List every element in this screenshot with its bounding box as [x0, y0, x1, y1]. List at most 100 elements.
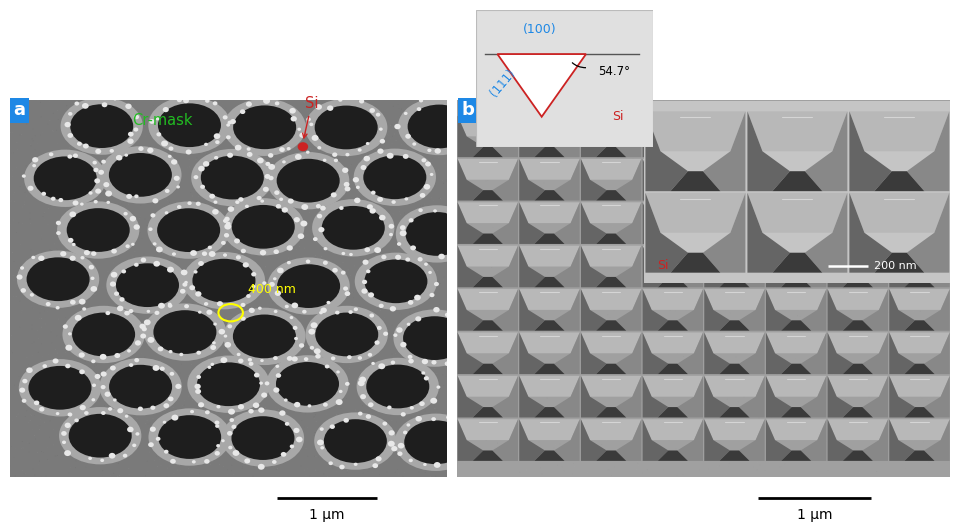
- Point: [344, 305, 359, 313]
- Point: [700, 149, 716, 157]
- Point: [363, 336, 378, 344]
- Point: [833, 158, 849, 166]
- Point: [815, 401, 831, 410]
- Point: [545, 332, 560, 341]
- Point: [733, 454, 748, 462]
- Point: [255, 169, 270, 178]
- Point: [266, 442, 282, 450]
- Point: [670, 350, 685, 358]
- Point: [741, 320, 756, 329]
- Point: [214, 271, 229, 279]
- Point: [177, 332, 193, 340]
- Circle shape: [111, 249, 117, 254]
- Point: [536, 315, 552, 324]
- Point: [92, 391, 107, 399]
- Point: [140, 387, 155, 396]
- Point: [396, 472, 411, 481]
- Point: [800, 130, 815, 139]
- Point: [202, 115, 217, 123]
- Point: [709, 244, 724, 253]
- Point: [891, 116, 906, 125]
- Point: [170, 210, 185, 218]
- Point: [164, 315, 179, 323]
- Point: [752, 461, 767, 469]
- Point: [513, 117, 528, 126]
- Point: [222, 160, 238, 169]
- Point: [170, 343, 185, 351]
- Point: [30, 378, 45, 386]
- Point: [139, 359, 154, 368]
- Point: [453, 393, 468, 401]
- Point: [43, 175, 58, 183]
- Circle shape: [30, 293, 34, 297]
- Point: [361, 168, 376, 176]
- Polygon shape: [581, 376, 641, 397]
- Point: [201, 354, 217, 362]
- Point: [523, 318, 538, 326]
- Point: [193, 112, 208, 120]
- Circle shape: [299, 343, 305, 348]
- Point: [943, 424, 958, 433]
- Point: [232, 393, 247, 401]
- Point: [417, 413, 432, 422]
- Point: [492, 271, 508, 280]
- Polygon shape: [924, 332, 949, 374]
- Point: [312, 259, 328, 267]
- Point: [678, 300, 694, 309]
- Point: [552, 400, 567, 408]
- Point: [576, 310, 591, 318]
- Point: [367, 457, 382, 466]
- Point: [51, 395, 66, 403]
- Point: [54, 189, 69, 197]
- Point: [792, 258, 808, 267]
- Point: [859, 402, 875, 410]
- Point: [744, 444, 760, 453]
- Point: [742, 217, 758, 226]
- Point: [716, 269, 731, 277]
- Circle shape: [209, 194, 215, 199]
- Point: [904, 121, 920, 129]
- Point: [133, 201, 148, 209]
- Point: [352, 350, 367, 358]
- Point: [63, 357, 79, 366]
- Point: [519, 403, 535, 412]
- Point: [872, 317, 887, 325]
- Point: [270, 143, 285, 151]
- Point: [770, 150, 786, 159]
- Point: [243, 200, 259, 209]
- Circle shape: [299, 133, 306, 138]
- Point: [74, 377, 89, 386]
- Point: [512, 230, 527, 238]
- Point: [621, 237, 636, 246]
- Point: [340, 265, 355, 274]
- Point: [812, 366, 828, 375]
- Point: [49, 126, 64, 134]
- Point: [456, 127, 471, 135]
- Circle shape: [259, 408, 264, 413]
- Circle shape: [354, 463, 357, 466]
- Point: [921, 372, 936, 380]
- Point: [46, 425, 61, 434]
- Point: [405, 335, 421, 344]
- Point: [81, 296, 97, 304]
- Point: [926, 392, 942, 401]
- Point: [239, 422, 254, 430]
- Point: [592, 145, 607, 154]
- Point: [339, 328, 354, 336]
- Point: [343, 447, 358, 456]
- Point: [238, 111, 253, 119]
- Circle shape: [298, 142, 308, 151]
- Circle shape: [403, 431, 407, 434]
- Circle shape: [176, 185, 180, 189]
- Point: [114, 379, 129, 388]
- Point: [118, 101, 133, 109]
- Point: [119, 128, 134, 137]
- Point: [219, 116, 235, 124]
- Point: [487, 301, 502, 309]
- Point: [172, 349, 188, 357]
- Point: [828, 336, 843, 344]
- Point: [740, 201, 755, 210]
- Point: [734, 321, 749, 330]
- Point: [229, 150, 244, 158]
- Point: [627, 386, 643, 395]
